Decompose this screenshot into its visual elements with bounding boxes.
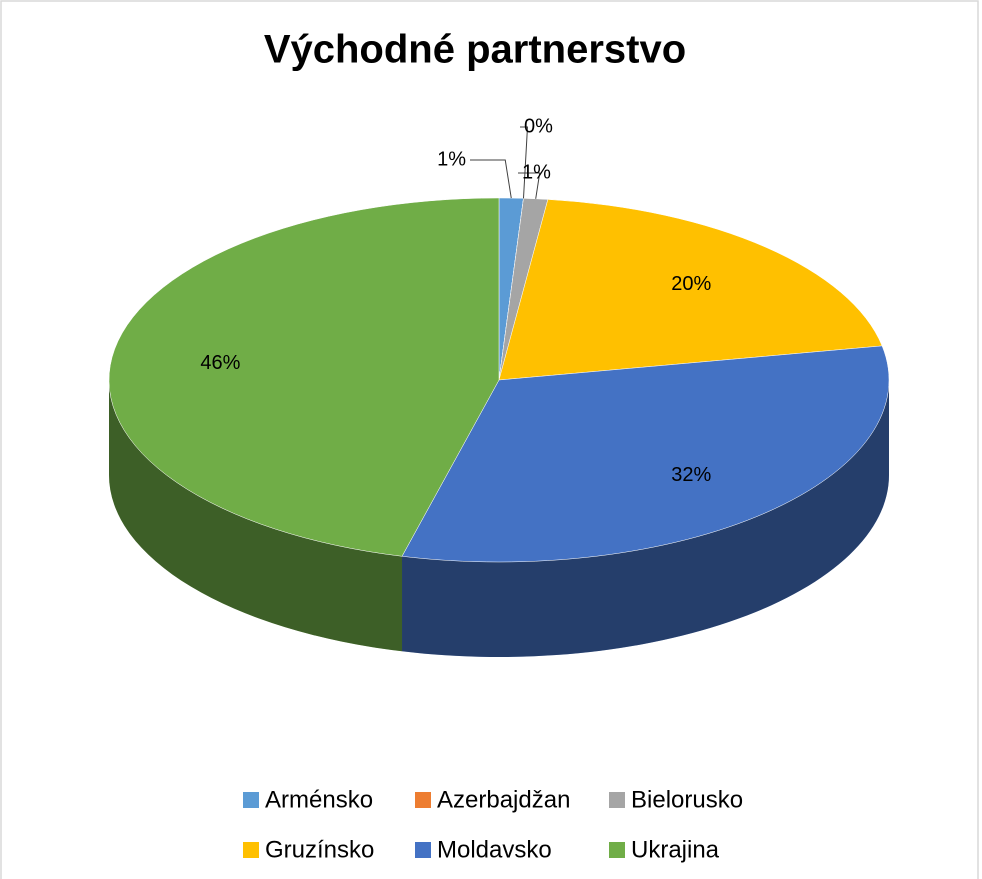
legend-swatch (243, 792, 259, 808)
leader-line (520, 126, 529, 199)
leader-line (518, 172, 541, 199)
data-label: 0% (524, 115, 553, 137)
legend-swatch (415, 792, 431, 808)
slice-side-shade (402, 380, 889, 658)
legend-label: Gruzínsko (265, 836, 374, 863)
leader-line (470, 159, 512, 199)
data-label: 1% (522, 161, 551, 183)
legend-swatch (415, 842, 431, 858)
slice (498, 199, 883, 381)
data-label: 46% (200, 352, 240, 374)
slice-side-shade (108, 380, 403, 652)
data-label: 20% (671, 273, 711, 295)
slice (401, 345, 890, 563)
legend-label: Azerbajdžan (437, 786, 570, 813)
slice (108, 197, 500, 557)
data-label: 32% (671, 464, 711, 486)
slice-side (108, 380, 403, 652)
legend-swatch (243, 842, 259, 858)
legend-label: Moldavsko (437, 836, 552, 863)
slice-side (402, 380, 889, 658)
legend-label: Arménsko (265, 786, 373, 813)
data-label: 1% (437, 148, 466, 170)
legend-label: Bielorusko (631, 786, 743, 813)
chart-title: Východné partnerstvo (264, 28, 686, 72)
legend-swatch (609, 792, 625, 808)
legend-swatch (609, 842, 625, 858)
legend-label: Ukrajina (631, 836, 720, 863)
